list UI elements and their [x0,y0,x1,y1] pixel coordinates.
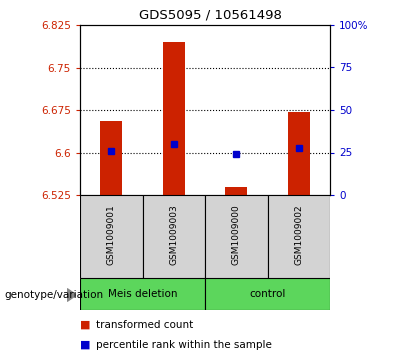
Bar [205,278,330,310]
Text: GSM1009003: GSM1009003 [169,204,178,265]
Bar [163,42,185,195]
Text: control: control [249,289,286,299]
Polygon shape [67,289,76,301]
Text: GDS5095 / 10561498: GDS5095 / 10561498 [139,8,281,21]
Bar [225,187,247,195]
Bar [142,195,205,278]
Text: genotype/variation: genotype/variation [4,290,103,300]
Bar [268,195,330,278]
Text: percentile rank within the sample: percentile rank within the sample [96,340,272,350]
Bar [80,195,142,278]
Bar [288,112,310,195]
Text: Meis deletion: Meis deletion [108,289,177,299]
Text: GSM1009000: GSM1009000 [232,204,241,265]
Text: transformed count: transformed count [96,320,193,330]
Bar [80,278,205,310]
Bar [205,195,268,278]
Text: ■: ■ [80,320,90,330]
Text: GSM1009002: GSM1009002 [294,204,303,265]
Text: GSM1009001: GSM1009001 [107,204,116,265]
Text: ■: ■ [80,340,90,350]
Bar [100,121,122,195]
